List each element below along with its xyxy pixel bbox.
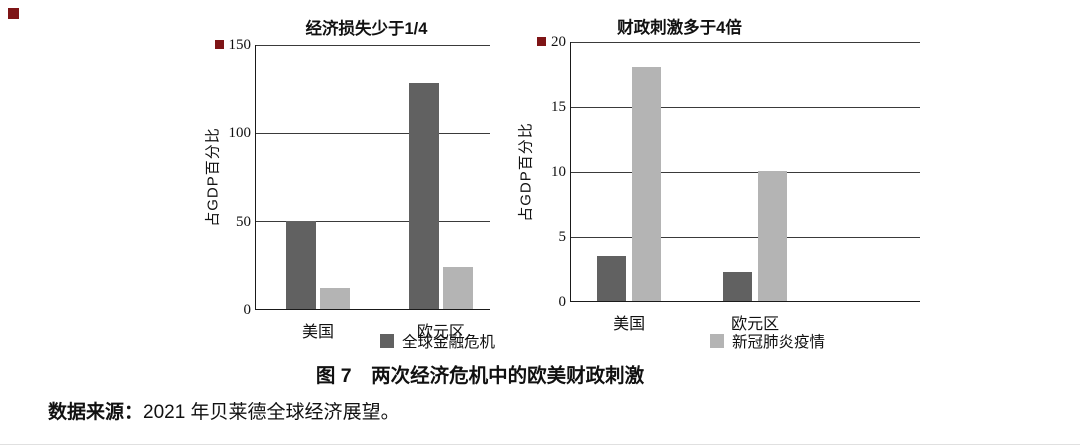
red-square-artifact-topleft xyxy=(8,8,19,19)
y-tick-label: 0 xyxy=(558,294,567,310)
bar-chart-left: 经济损失少于1/4 占GDP百分比 0 50 100 150 美国 欧元区 xyxy=(205,20,490,341)
legend-swatch-dark xyxy=(380,334,394,348)
red-square-artifact xyxy=(214,40,224,49)
bar-covid-right-1 xyxy=(758,171,788,301)
figure-caption: 图 7 两次经济危机中的欧美财政刺激 xyxy=(315,365,645,387)
gridline xyxy=(256,132,490,134)
legend-label-covid-pandemic: 新冠肺炎疫情 xyxy=(732,334,826,351)
x-tick-label: 美国 xyxy=(613,316,646,333)
legend-label-global-financial-crisis: 全球金融危机 xyxy=(402,334,496,351)
gridline xyxy=(571,106,920,108)
y-tick-label: 150 xyxy=(199,35,251,55)
legend-item-global-financial-crisis: 全球金融危机 xyxy=(380,330,495,352)
y-tick-label: 15 xyxy=(551,99,566,115)
legend-swatch-light xyxy=(710,334,724,348)
bar-crisis-right-1 xyxy=(723,272,753,301)
bar-crisis-left-0 xyxy=(286,220,317,309)
gridline xyxy=(256,221,490,223)
y-tick-label: 100 xyxy=(228,125,252,142)
red-square-artifact xyxy=(537,37,546,46)
bar-crisis-right-0 xyxy=(597,255,627,301)
legend-item-covid-pandemic: 新冠肺炎疫情 xyxy=(710,330,825,352)
bar-crisis-left-1 xyxy=(408,82,439,309)
gridline xyxy=(571,236,920,238)
y-tick-label: 0 xyxy=(243,302,252,318)
bottom-divider xyxy=(0,444,1080,445)
bar-covid-left-0 xyxy=(320,287,351,309)
bar-covid-right-0 xyxy=(632,67,662,301)
x-tick-label: 美国 xyxy=(302,324,335,341)
chart-title-left: 经济损失少于1/4 xyxy=(305,20,428,38)
data-source-text: 2021 年贝莱德全球经济展望。 xyxy=(143,402,400,423)
gridline xyxy=(256,45,490,46)
gridline xyxy=(571,42,920,43)
y-tick-label: 20 xyxy=(514,32,566,52)
bar-chart-right: 财政刺激多于4倍 占GDP百分比 0 5 10 15 20 美国 欧元区 xyxy=(518,19,920,333)
y-tick-label: 50 xyxy=(236,213,251,230)
y-tick-label: 5 xyxy=(558,229,567,245)
y-tick-label: 10 xyxy=(551,164,566,180)
x-tick-label: 欧元区 xyxy=(416,324,465,341)
data-source-note: 数据来源：2021 年贝莱德全球经济展望。 xyxy=(48,397,400,424)
x-tick-label: 欧元区 xyxy=(731,316,780,333)
bar-covid-left-1 xyxy=(442,266,473,309)
gridline xyxy=(571,171,920,173)
chart-title-right: 财政刺激多于4倍 xyxy=(617,19,742,37)
data-source-label: 数据来源： xyxy=(48,402,144,423)
